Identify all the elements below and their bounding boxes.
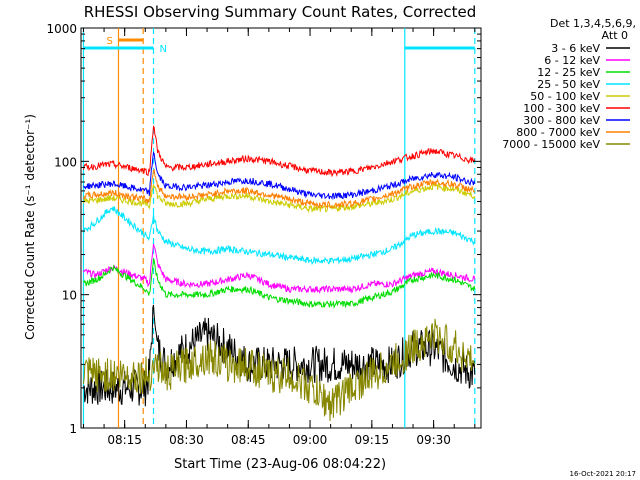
x-tick-label: 09:00 (293, 433, 328, 447)
x-tick-label: 08:15 (107, 433, 142, 447)
plot-area (80, 27, 482, 429)
y-axis-label: Corrected Count Rate (s⁻¹ detector⁻¹) (23, 114, 37, 340)
legend-label: 6 - 12 keV (544, 54, 600, 67)
legend-label: 50 - 100 keV (530, 90, 600, 103)
legend-label: 12 - 25 keV (537, 66, 600, 79)
legend-label: 300 - 800 keV (523, 114, 600, 127)
flag-label: S (106, 36, 112, 47)
x-tick-label: 08:30 (169, 433, 204, 447)
chart-title: RHESSI Observing Summary Count Rates, Co… (84, 3, 477, 21)
y-tick-label: 1000 (46, 22, 77, 36)
legend-label: 25 - 50 keV (537, 78, 600, 91)
legend-label: 800 - 7000 keV (516, 126, 600, 139)
series-line (83, 125, 476, 178)
flag-bars: SN (83, 36, 475, 55)
series-line (83, 206, 475, 266)
series-layer (83, 125, 476, 422)
series-line (83, 258, 476, 310)
x-tick-label: 09:30 (416, 433, 451, 447)
y-axis: 1 10 100 1000 (46, 22, 481, 436)
x-tick-label: 09:15 (355, 433, 390, 447)
x-tick-label: 08:45 (231, 433, 266, 447)
series-line (83, 168, 476, 209)
series-line (83, 181, 476, 214)
footer-timestamp: 16-Oct-2021 20:17 (570, 470, 636, 478)
series-line (83, 243, 476, 294)
legend-label: 3 - 6 keV (551, 42, 600, 55)
y-tick-label: 1 (69, 422, 77, 436)
x-axis-label: Start Time (23-Aug-06 08:04:22) (174, 457, 386, 472)
y-tick-label: 100 (54, 155, 77, 169)
x-axis: 08:15 08:30 08:45 09:00 09:15 09:30 (82, 28, 476, 447)
legend-label: 100 - 300 keV (523, 102, 600, 115)
legend-header-line-2: Att 0 (602, 29, 628, 42)
series-line (83, 318, 476, 422)
y-tick-label: 10 (62, 289, 77, 303)
legend-label: 7000 - 15000 keV (502, 138, 600, 151)
flag-label: N (160, 44, 167, 55)
series-line (83, 151, 476, 201)
legend-header-line-1: Det 1,3,4,5,6,9, (550, 17, 636, 30)
